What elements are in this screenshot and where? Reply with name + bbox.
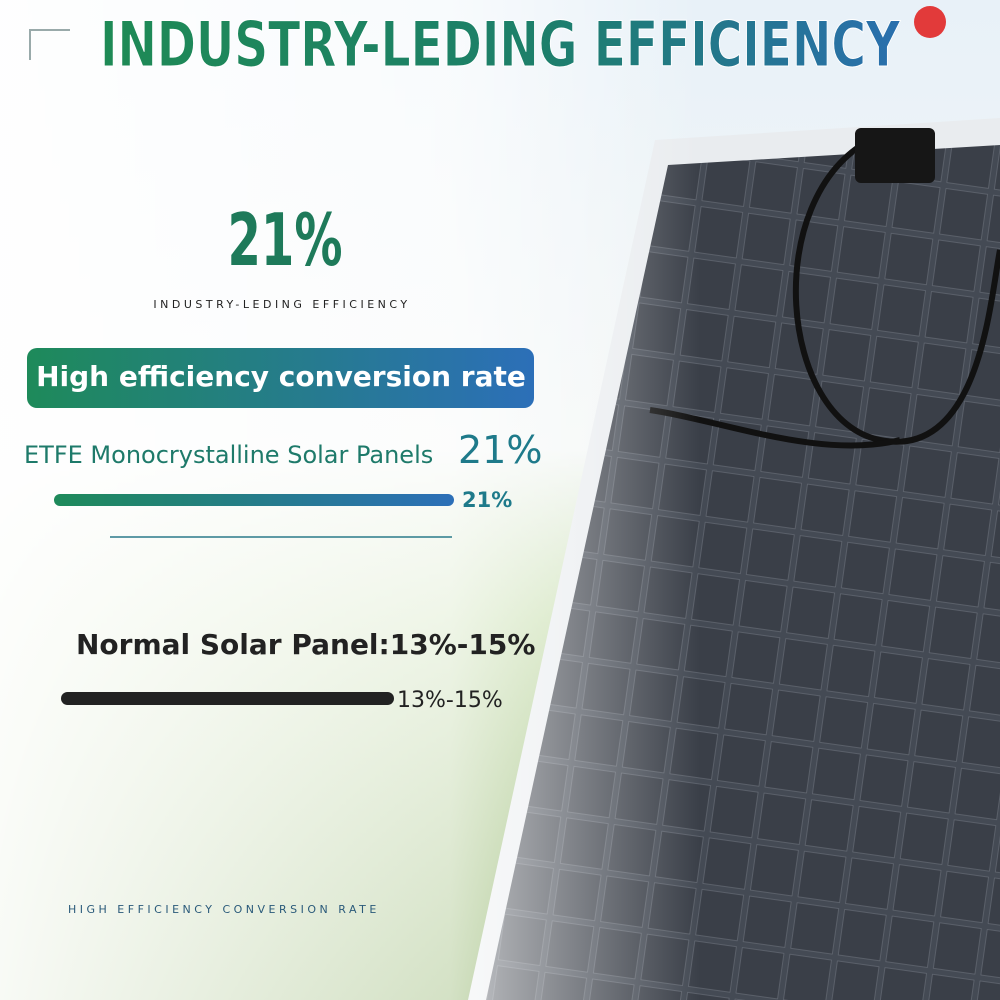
highlight-caption: INDUSTRY-LEDING EFFICIENCY xyxy=(153,298,410,311)
normal-bar xyxy=(61,692,394,705)
banner-text: High efficiency conversion rate xyxy=(36,360,526,393)
footer: HIGH EFFICIENCY CONVERSION RATE xyxy=(68,903,380,916)
banner-bg xyxy=(27,348,534,408)
normal-bar-label: 13%-15% xyxy=(397,688,503,713)
efficiency-bar xyxy=(54,494,454,506)
corner-mark xyxy=(29,29,70,60)
product-label: ETFE Monocrystalline Solar Panels xyxy=(24,441,433,469)
badge xyxy=(914,6,946,38)
title: INDUSTRY-LEDING EFFICIENCY xyxy=(100,8,901,81)
highlight-value: 21% xyxy=(228,198,343,282)
bar-label: 21% xyxy=(462,488,512,512)
normal-label: Normal Solar Panel:13%-15% xyxy=(76,628,535,661)
product-value: 21% xyxy=(458,428,542,472)
